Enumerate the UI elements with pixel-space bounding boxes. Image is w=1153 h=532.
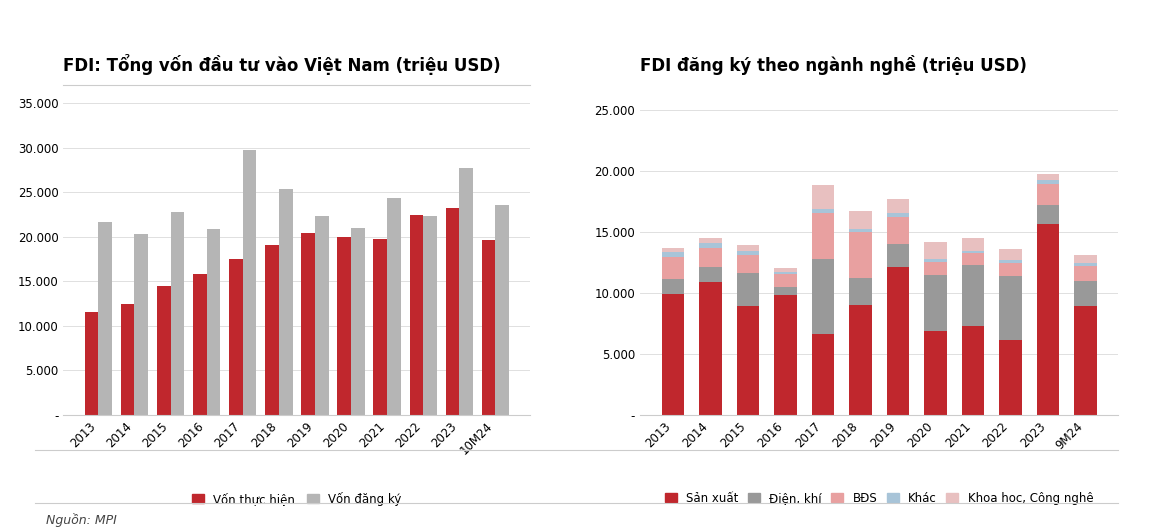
- Bar: [662, 257, 684, 279]
- Bar: [387, 198, 401, 415]
- Bar: [1000, 276, 1022, 340]
- Bar: [265, 245, 279, 415]
- Bar: [1037, 174, 1060, 180]
- Bar: [459, 168, 473, 415]
- Bar: [496, 205, 510, 415]
- Bar: [409, 215, 423, 415]
- Bar: [98, 222, 112, 415]
- Bar: [279, 189, 293, 415]
- Bar: [812, 213, 834, 259]
- Bar: [962, 251, 985, 253]
- Text: FDI đăng ký theo ngành nghề (triệu USD): FDI đăng ký theo ngành nghề (triệu USD): [640, 55, 1027, 75]
- Bar: [925, 331, 947, 415]
- Bar: [737, 245, 759, 251]
- Bar: [699, 247, 722, 267]
- Bar: [962, 253, 985, 265]
- Bar: [737, 306, 759, 415]
- Bar: [774, 287, 797, 295]
- Bar: [962, 265, 985, 327]
- Bar: [1075, 255, 1097, 263]
- Bar: [774, 268, 797, 272]
- Bar: [849, 211, 872, 229]
- Legend: Vốn thực hiện, Vốn đăng ký: Vốn thực hiện, Vốn đăng ký: [188, 487, 406, 510]
- Bar: [1037, 184, 1060, 205]
- Bar: [925, 259, 947, 262]
- Bar: [887, 213, 910, 217]
- Bar: [849, 232, 872, 278]
- Bar: [887, 244, 910, 267]
- Bar: [1000, 261, 1022, 263]
- Bar: [887, 217, 910, 244]
- Bar: [887, 199, 910, 213]
- Bar: [315, 216, 329, 415]
- Bar: [925, 242, 947, 259]
- Bar: [737, 251, 759, 255]
- Bar: [135, 234, 149, 415]
- Bar: [1000, 263, 1022, 276]
- Bar: [849, 305, 872, 415]
- Bar: [962, 327, 985, 415]
- Bar: [699, 243, 722, 247]
- Bar: [662, 279, 684, 294]
- Bar: [737, 255, 759, 273]
- Bar: [662, 247, 684, 253]
- Bar: [206, 229, 220, 415]
- Bar: [774, 272, 797, 275]
- Bar: [812, 259, 834, 334]
- Bar: [849, 229, 872, 232]
- Bar: [243, 151, 256, 415]
- Bar: [1037, 180, 1060, 184]
- Bar: [812, 185, 834, 209]
- Bar: [699, 282, 722, 415]
- Text: Nguồn: MPI: Nguồn: MPI: [46, 513, 116, 527]
- Bar: [925, 262, 947, 275]
- Bar: [887, 267, 910, 415]
- Bar: [1075, 280, 1097, 306]
- Bar: [662, 294, 684, 415]
- Bar: [1075, 266, 1097, 280]
- Bar: [301, 233, 315, 415]
- Bar: [662, 253, 684, 257]
- Bar: [1037, 225, 1060, 415]
- Bar: [351, 228, 364, 415]
- Bar: [1075, 263, 1097, 266]
- Bar: [699, 238, 722, 243]
- Bar: [774, 295, 797, 415]
- Bar: [84, 312, 98, 415]
- Bar: [849, 278, 872, 305]
- Bar: [121, 304, 135, 415]
- Bar: [812, 334, 834, 415]
- Bar: [374, 239, 387, 415]
- Bar: [812, 209, 834, 213]
- Bar: [157, 286, 171, 415]
- Bar: [445, 209, 459, 415]
- Bar: [338, 237, 351, 415]
- Bar: [1000, 340, 1022, 415]
- Bar: [171, 212, 184, 415]
- Bar: [482, 240, 496, 415]
- Bar: [737, 273, 759, 306]
- Text: FDI: Tổng vốn đầu tư vào Việt Nam (triệu USD): FDI: Tổng vốn đầu tư vào Việt Nam (triệu…: [63, 54, 502, 75]
- Bar: [193, 274, 206, 415]
- Bar: [1037, 205, 1060, 225]
- Bar: [423, 215, 437, 415]
- Bar: [1075, 306, 1097, 415]
- Bar: [925, 275, 947, 331]
- Bar: [1000, 250, 1022, 261]
- Bar: [774, 275, 797, 287]
- Bar: [962, 238, 985, 251]
- Bar: [229, 259, 243, 415]
- Bar: [699, 267, 722, 282]
- Legend: Sản xuất, Điện, khí, BĐS, Khác, Khoa học, Công nghệ: Sản xuất, Điện, khí, BĐS, Khác, Khoa học…: [661, 487, 1098, 509]
